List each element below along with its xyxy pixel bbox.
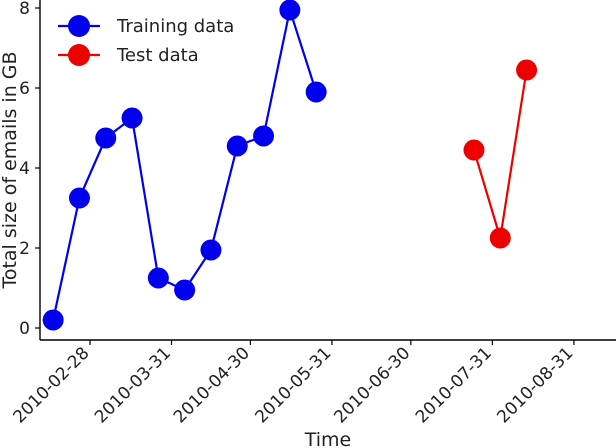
data-point-training — [200, 239, 222, 261]
x-tick-label: 2010-06-30 — [330, 343, 414, 427]
data-point-training — [226, 135, 248, 157]
data-point-test — [489, 227, 511, 249]
y-axis-title: Total size of emails in GB — [0, 51, 21, 289]
x-tick-label: 2010-05-31 — [251, 343, 335, 427]
y-tick-label: 6 — [19, 79, 30, 99]
legend-label: Training data — [116, 16, 234, 37]
x-axis-ticks: 2010-02-282010-03-312010-04-302010-05-31… — [10, 340, 577, 427]
series-layer — [42, 0, 538, 331]
y-axis-ticks: 0 2 4 6 8 — [19, 0, 40, 339]
data-point-training — [42, 309, 64, 331]
y-tick-label: 8 — [19, 0, 30, 19]
data-point-training — [68, 187, 90, 209]
y-tick-label: 0 — [19, 319, 30, 339]
legend: Training data Test data — [58, 15, 234, 66]
legend-marker — [68, 15, 90, 37]
legend-label: Test data — [116, 45, 199, 66]
data-point-training — [279, 0, 301, 21]
y-tick-label: 2 — [19, 239, 30, 259]
x-tick-label: 2010-08-31 — [493, 343, 577, 427]
data-point-training — [305, 81, 327, 103]
data-point-training — [95, 127, 117, 149]
data-point-training — [174, 279, 196, 301]
data-point-test — [516, 59, 538, 81]
data-point-training — [121, 107, 143, 129]
data-point-training — [253, 125, 275, 147]
data-point-training — [147, 267, 169, 289]
x-tick-label: 2010-04-30 — [170, 343, 254, 427]
plot-area — [39, 0, 616, 341]
data-point-test — [463, 139, 485, 161]
x-tick-label: 2010-07-31 — [412, 343, 496, 427]
x-axis-title: Time — [304, 429, 352, 448]
x-tick-label: 2010-03-31 — [91, 343, 175, 427]
x-tick-label: 2010-02-28 — [10, 343, 94, 427]
y-tick-label: 4 — [19, 159, 30, 179]
legend-marker — [68, 44, 90, 66]
